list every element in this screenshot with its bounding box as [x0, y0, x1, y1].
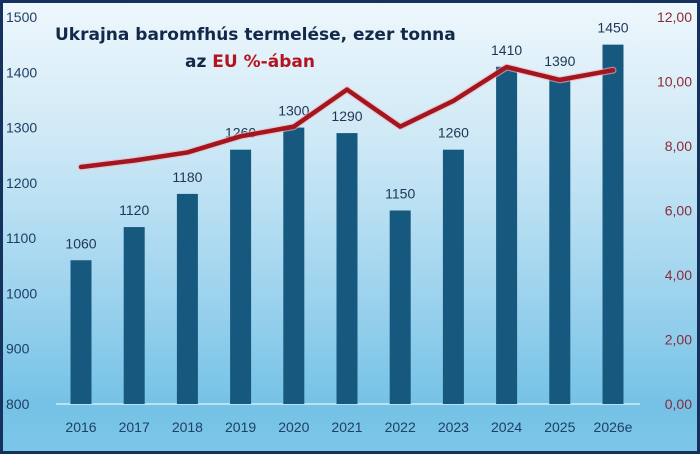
bar-value-label: 1410 — [491, 42, 522, 58]
left-axis-tick: 1000 — [6, 285, 37, 301]
line-eu-share — [78, 64, 616, 170]
bar-value-label: 1300 — [278, 103, 309, 119]
left-axis-tick: 1500 — [6, 9, 37, 25]
bar-2022 — [389, 210, 411, 404]
right-axis-tick: 2,00 — [665, 332, 692, 348]
x-axis: 2016 2017 2018 2019 2020 2021 2022 2023 2024 2025… — [65, 419, 632, 435]
x-axis-tick: 2021 — [331, 419, 362, 435]
bar-value-label: 1450 — [597, 20, 628, 36]
bar-2018 — [176, 193, 198, 404]
bar-2020 — [283, 127, 305, 405]
chart-title: Ukrajna baromfhús termelése, ezer tonna … — [55, 25, 456, 72]
bar-value-label: 1060 — [65, 235, 96, 251]
line-series-eu-share — [77, 63, 617, 171]
bar-2019 — [230, 149, 252, 404]
bar-value-label: 1390 — [544, 53, 575, 69]
x-axis-tick: 2025 — [544, 419, 575, 435]
bar-value-label: 1180 — [172, 169, 202, 185]
x-axis-tick: 2016 — [65, 419, 96, 435]
bar-2021 — [336, 133, 358, 404]
bar-2024 — [496, 66, 518, 404]
x-axis-tick: 2023 — [438, 419, 469, 435]
left-axis: 800 900 1000 1100 1200 1300 1400 1500 — [6, 9, 37, 412]
right-axis: 0,00 2,00 4,00 6,00 8,00 10,00 12,00 — [657, 9, 692, 412]
bar-series — [70, 44, 624, 405]
title-prefix: az — [185, 52, 212, 72]
x-axis-tick: 2019 — [225, 419, 256, 435]
bar-value-label: 1290 — [331, 108, 362, 124]
bar-value-label: 1260 — [438, 125, 469, 141]
bar-2026e — [602, 44, 624, 405]
x-axis-tick: 2026e — [594, 419, 633, 435]
x-axis-tick: 2017 — [119, 419, 150, 435]
x-axis-tick: 2020 — [278, 419, 309, 435]
bar-2017 — [123, 227, 145, 404]
left-axis-tick: 1300 — [6, 120, 37, 136]
title-highlight-eu: EU — [212, 52, 237, 72]
x-axis-tick: 2018 — [172, 419, 203, 435]
left-axis-tick: 900 — [6, 341, 30, 357]
right-axis-tick: 6,00 — [665, 203, 692, 219]
x-axis-tick: 2024 — [491, 419, 522, 435]
left-axis-tick: 1400 — [6, 64, 37, 80]
bar-value-label: 1120 — [119, 202, 149, 218]
title-suffix: %-ában — [238, 52, 315, 72]
right-axis-tick: 0,00 — [665, 396, 692, 412]
bar-2023 — [442, 149, 464, 404]
right-axis-tick: 10,00 — [657, 74, 692, 90]
bar-2016 — [70, 260, 92, 404]
right-axis-tick: 12,00 — [657, 9, 692, 25]
bar-2025 — [549, 77, 571, 405]
right-axis-tick: 4,00 — [665, 267, 692, 283]
left-axis-tick: 800 — [6, 396, 30, 412]
left-axis-tick: 1200 — [6, 175, 37, 191]
left-axis-tick: 1100 — [6, 230, 36, 246]
bar-value-label: 1150 — [385, 186, 415, 202]
chart-title-line1: Ukrajna baromfhús termelése, ezer tonna — [55, 25, 456, 45]
right-axis-tick: 8,00 — [665, 138, 692, 154]
x-axis-tick: 2022 — [385, 419, 416, 435]
chart-title-line2: az EU %-ában — [185, 52, 315, 72]
